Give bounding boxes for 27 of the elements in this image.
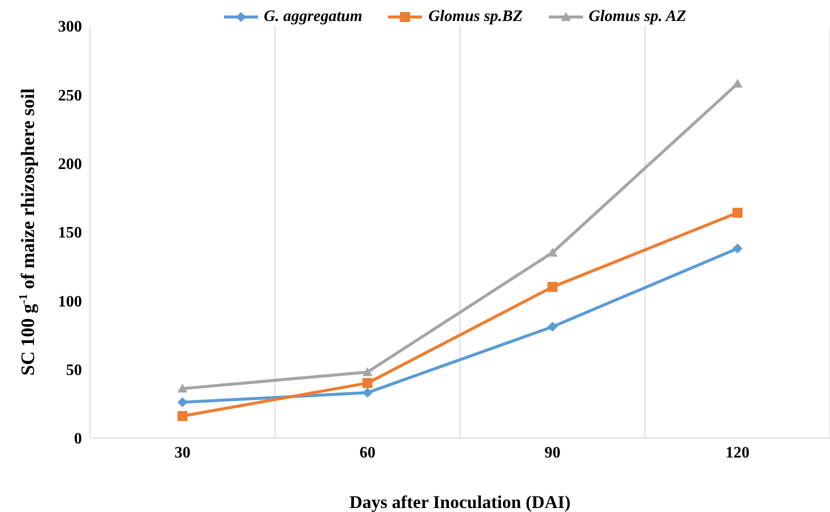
x-tick-label: 120 xyxy=(726,444,750,462)
y-tick-label: 100 xyxy=(58,293,82,310)
y-tick-label: 250 xyxy=(58,87,82,104)
y-tick-label: 150 xyxy=(58,224,82,242)
y-tick-label: 50 xyxy=(66,362,82,380)
point xyxy=(732,243,742,254)
point xyxy=(732,78,742,88)
point xyxy=(178,411,188,422)
y-tick-label: 300 xyxy=(58,18,82,36)
point xyxy=(548,282,558,292)
point xyxy=(732,208,742,218)
legend-label: Glomus sp. AZ xyxy=(588,8,686,26)
y-tick-label: 0 xyxy=(74,430,82,448)
x-axis-title: Days after Inoculation (DAI) xyxy=(349,492,571,512)
point xyxy=(548,248,558,257)
point xyxy=(362,378,372,388)
point xyxy=(178,384,188,393)
y-tick-label: 200 xyxy=(58,156,82,174)
x-tick-label: 30 xyxy=(174,444,190,462)
legend-label: Glomus sp.BZ xyxy=(427,8,523,26)
x-tick-label: 60 xyxy=(360,444,376,462)
point xyxy=(362,367,372,376)
legend-label: G. aggregatum xyxy=(262,8,362,26)
point xyxy=(178,397,188,408)
point xyxy=(362,388,372,398)
point xyxy=(548,322,558,332)
x-tick-label: 90 xyxy=(544,444,560,462)
